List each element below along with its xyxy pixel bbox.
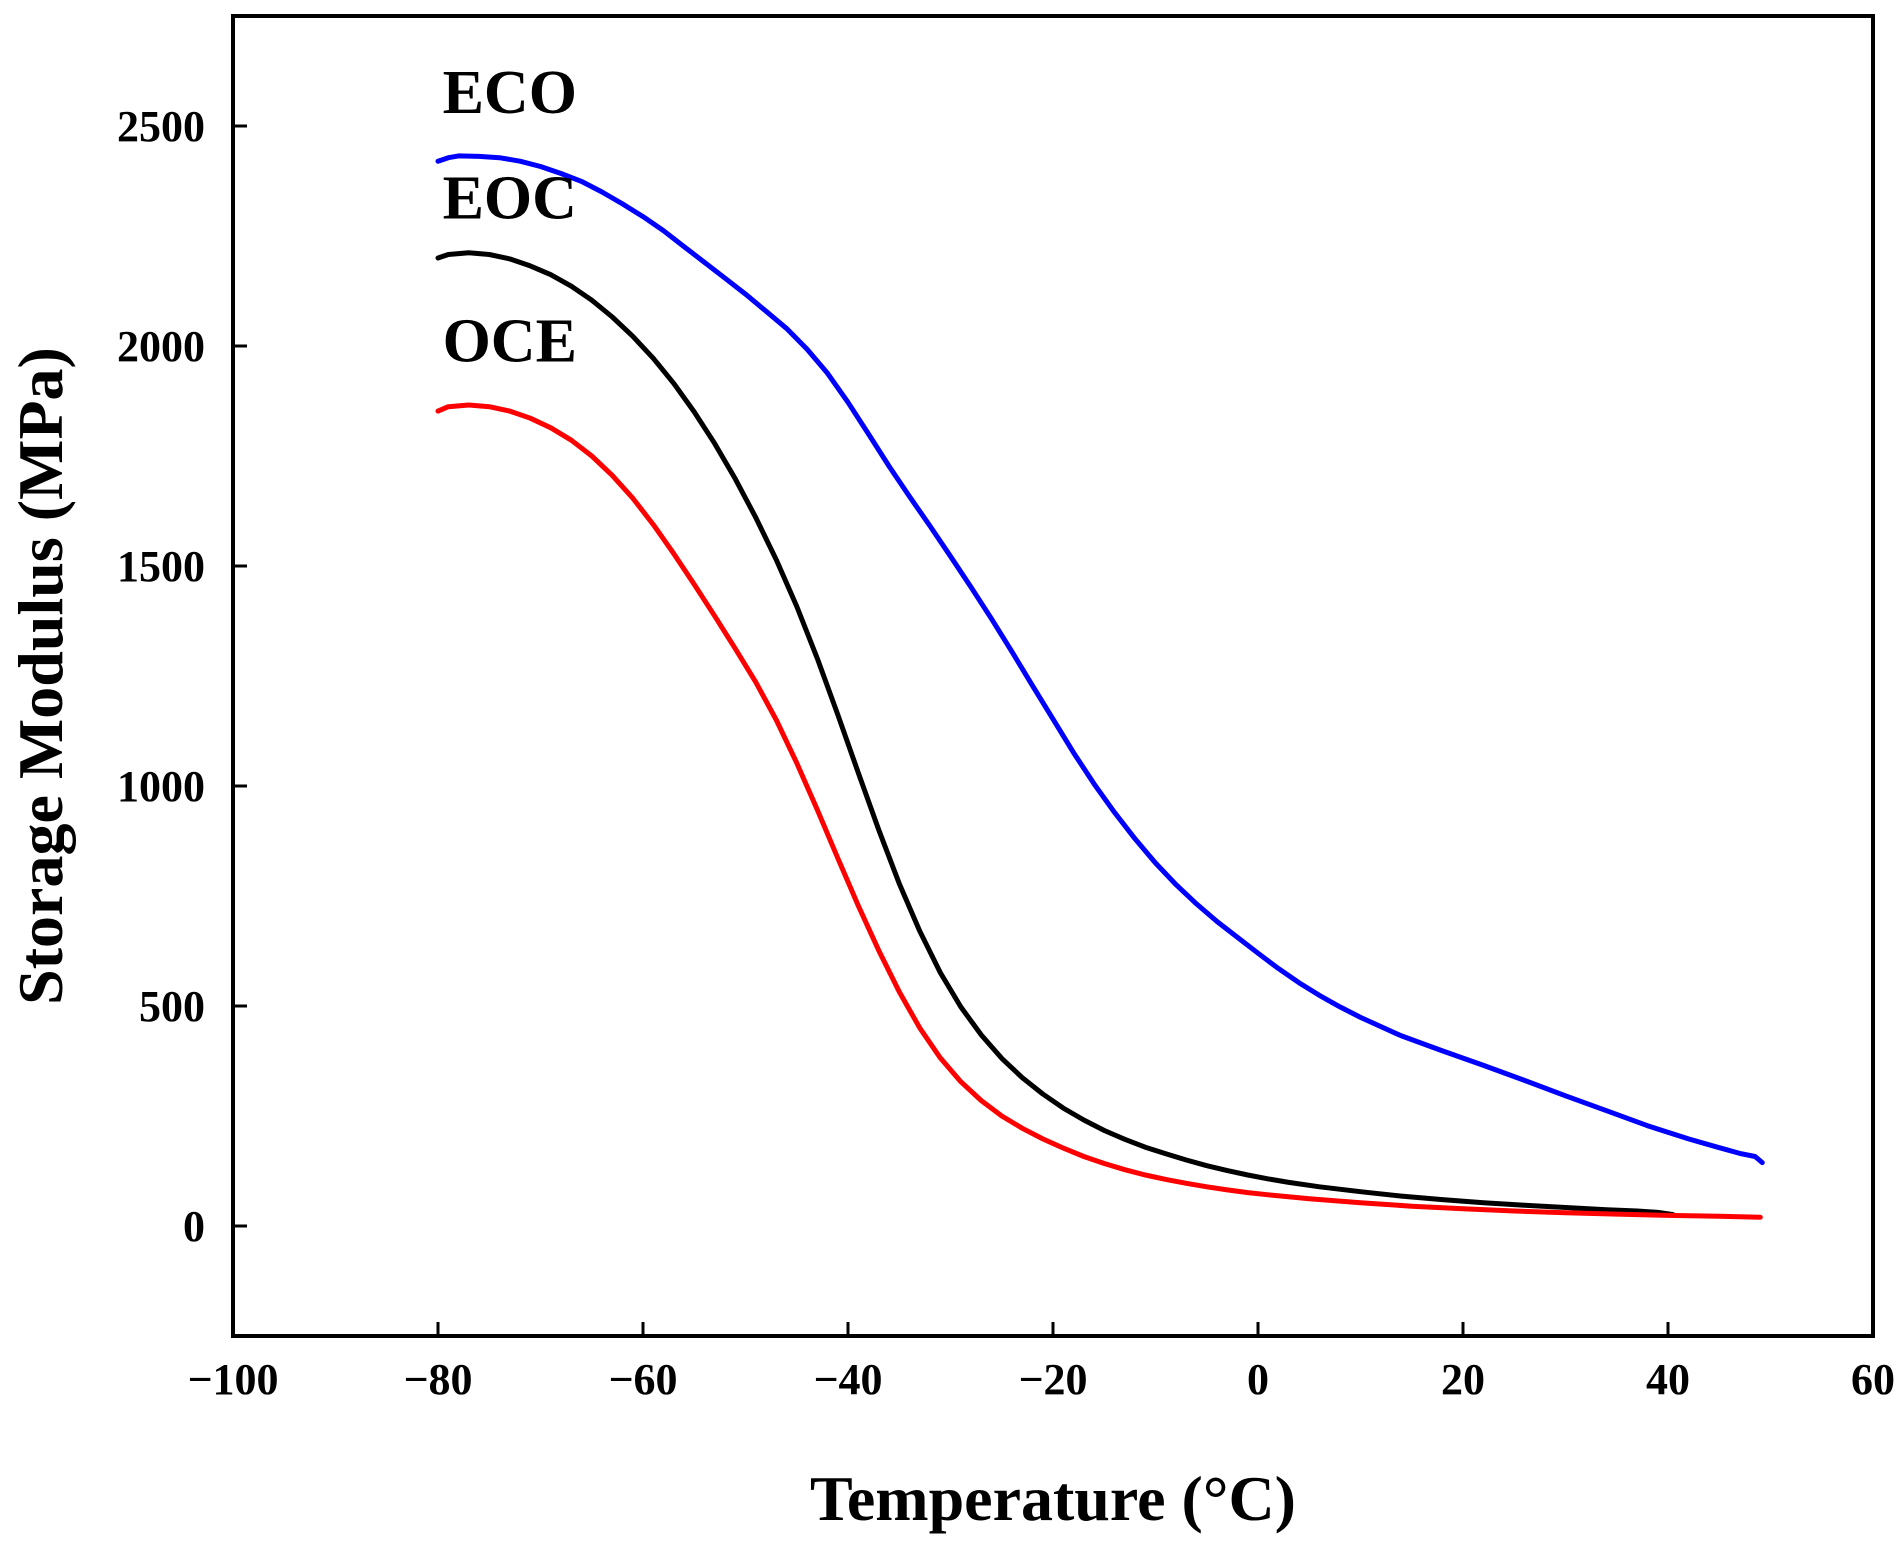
x-tick-label: 0 (1247, 1355, 1269, 1404)
x-tick-label: 40 (1646, 1355, 1690, 1404)
y-tick-label: 1000 (117, 762, 205, 811)
series-label-eco: ECO (443, 59, 577, 127)
x-axis-ticks: −100 −80 −60 −40 −20 0 20 40 60 (187, 1322, 1895, 1404)
plot-frame (231, 14, 1875, 1338)
y-tick-label: 0 (183, 1202, 205, 1251)
y-tick-label: 500 (139, 982, 205, 1031)
series-line-eoc (435, 250, 1676, 1218)
series-line-oce (435, 402, 1763, 1220)
series-labels: ECO EOC OCE (443, 59, 577, 376)
series-label-eoc: EOC (443, 164, 577, 232)
x-axis-title: Temperature (°C) (810, 1463, 1296, 1534)
x-tick-label: −60 (608, 1355, 677, 1404)
y-tick-label: 1500 (117, 542, 205, 591)
series-line-eco (435, 153, 1765, 1166)
x-tick-label: −40 (813, 1355, 882, 1404)
y-axis-title: Storage Modulus (MPa) (5, 347, 76, 1005)
x-tick-label: 60 (1851, 1355, 1895, 1404)
x-tick-label: 20 (1441, 1355, 1485, 1404)
series-label-oce: OCE (443, 307, 577, 375)
x-tick-label: −100 (187, 1355, 278, 1404)
x-tick-label: −80 (403, 1355, 472, 1404)
x-tick-label: −20 (1018, 1355, 1087, 1404)
y-tick-label: 2500 (117, 102, 205, 151)
series-curves (435, 153, 1765, 1220)
y-axis-ticks: 0 500 1000 1500 2000 2500 (117, 102, 247, 1251)
y-tick-label: 2000 (117, 322, 205, 371)
